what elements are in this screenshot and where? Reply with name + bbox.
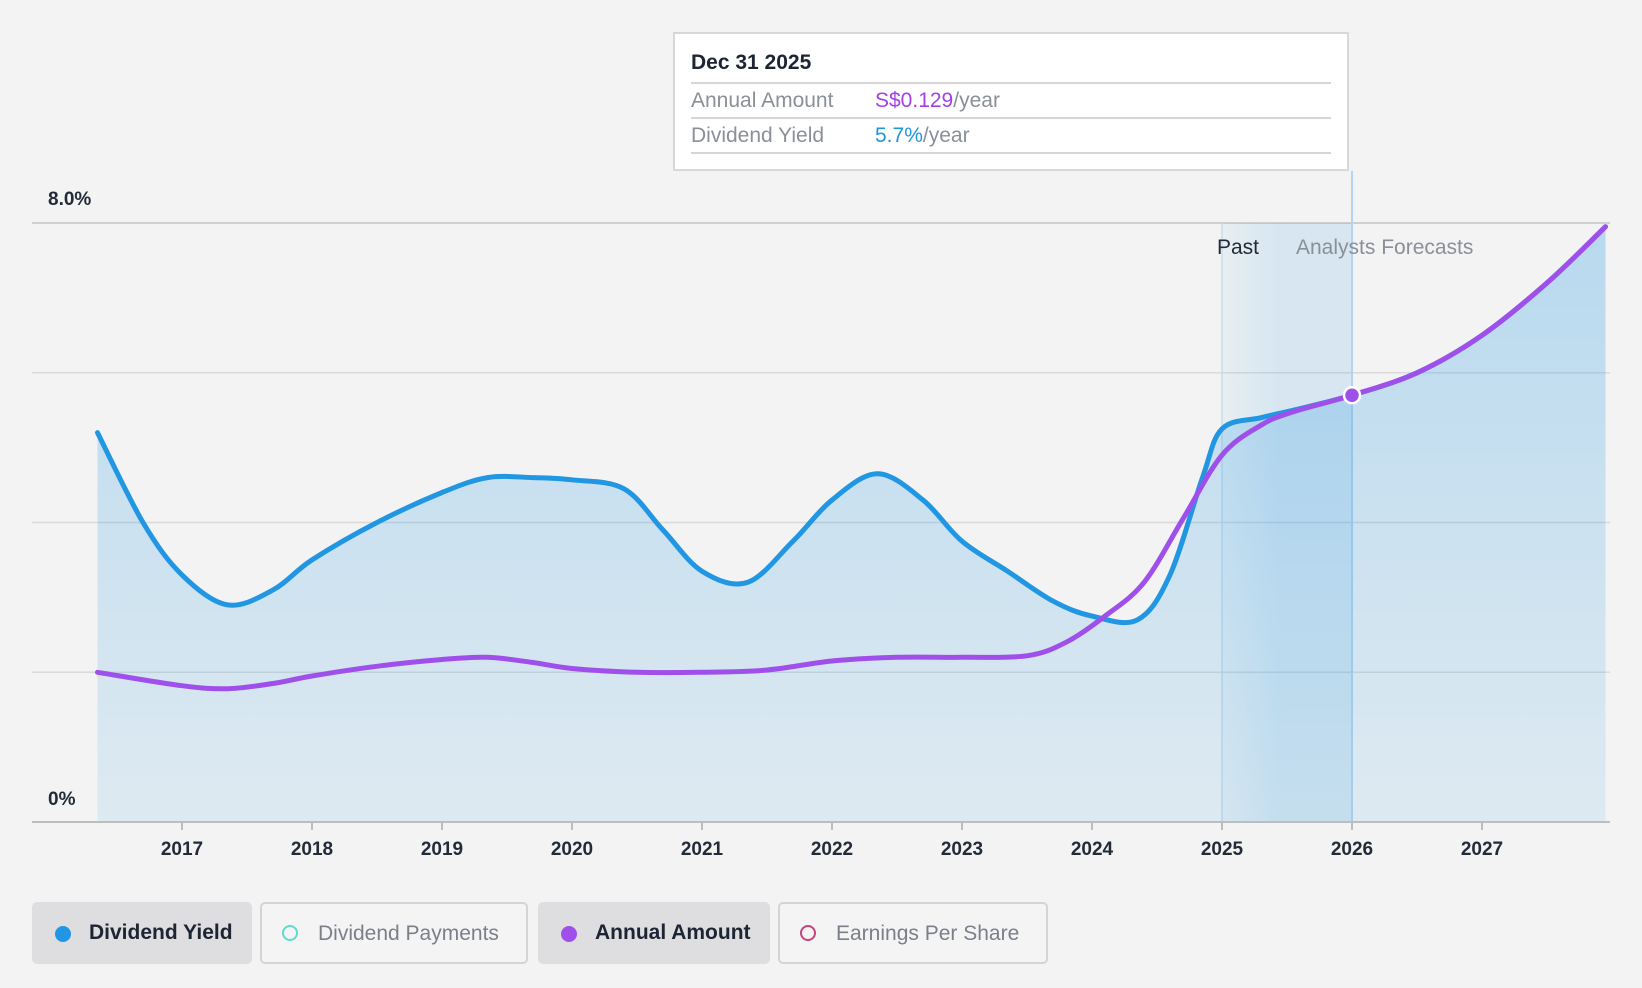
- y-axis-bottom-label: 0%: [48, 789, 76, 810]
- past-label: Past: [1217, 236, 1259, 259]
- x-tick-label: 2019: [421, 839, 463, 860]
- legend-annual-amount[interactable]: Annual Amount: [538, 902, 770, 964]
- x-tick-label: 2023: [941, 839, 983, 860]
- hollow-circle-icon: [282, 925, 298, 941]
- legend-label: Annual Amount: [595, 921, 751, 944]
- yield-area: [97, 226, 1606, 822]
- legend-dividend-yield[interactable]: Dividend Yield: [32, 902, 252, 964]
- x-tick-label: 2021: [681, 839, 724, 860]
- series-area-0: [97, 226, 1606, 822]
- x-tick-label: 2020: [551, 839, 593, 860]
- x-tick-label: 2017: [161, 839, 203, 860]
- tooltip-unit: /year: [922, 124, 970, 147]
- tooltip-key: Annual Amount: [691, 89, 834, 112]
- x-tick-label: 2027: [1461, 839, 1503, 860]
- x-tick-label: 2025: [1201, 839, 1244, 860]
- filled-circle-icon: [561, 926, 577, 942]
- x-tick-label: 2022: [811, 839, 853, 860]
- series-lines: [95, 224, 1608, 692]
- x-tick-label: 2018: [291, 839, 333, 860]
- filled-circle-icon: [55, 926, 71, 942]
- analysts-forecasts-label: Analysts Forecasts: [1296, 236, 1473, 259]
- legend-label: Dividend Yield: [89, 921, 233, 944]
- legend-earnings-per-share[interactable]: Earnings Per Share: [778, 902, 1048, 964]
- legend-dividend-payments[interactable]: Dividend Payments: [260, 902, 528, 964]
- tooltip-row-dividend-yield: Dividend Yield 5.7%/year: [691, 119, 1331, 154]
- hollow-circle-icon: [800, 925, 816, 941]
- x-tick-label: 2024: [1071, 839, 1114, 860]
- x-tick-label: 2026: [1331, 839, 1373, 860]
- legend-label: Dividend Payments: [318, 922, 499, 945]
- tooltip-unit: /year: [953, 89, 1000, 112]
- hover-tooltip: Dec 31 2025 Annual Amount S$0.129/year D…: [673, 32, 1349, 171]
- tooltip-row-annual-amount: Annual Amount S$0.129/year: [691, 84, 1331, 119]
- highlight-point: [1342, 385, 1362, 405]
- series-line-1: [95, 224, 1608, 692]
- tooltip-date: Dec 31 2025: [691, 48, 1331, 84]
- axes: 2017 2018 2019 2020 2021 2022 2023 2024 2025 2026…: [32, 821, 1610, 860]
- tooltip-key: Dividend Yield: [691, 124, 825, 147]
- tooltip-value: S$0.129: [875, 89, 954, 112]
- tooltip-value: 5.7%: [875, 124, 923, 147]
- legend-label: Earnings Per Share: [836, 922, 1020, 945]
- y-axis-top-label: 8.0%: [48, 189, 91, 210]
